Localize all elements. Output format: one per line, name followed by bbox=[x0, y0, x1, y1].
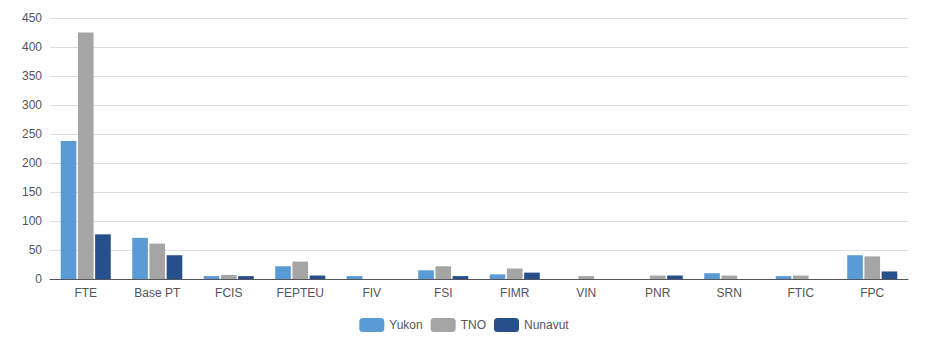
svg-text:450: 450 bbox=[22, 11, 42, 25]
svg-text:TNO: TNO bbox=[461, 318, 486, 332]
svg-text:FPC: FPC bbox=[860, 286, 884, 300]
svg-text:150: 150 bbox=[22, 185, 42, 199]
svg-text:Base PT: Base PT bbox=[134, 286, 181, 300]
svg-text:100: 100 bbox=[22, 214, 42, 228]
svg-text:FCIS: FCIS bbox=[215, 286, 242, 300]
svg-text:PNR: PNR bbox=[645, 286, 671, 300]
svg-text:FIV: FIV bbox=[362, 286, 381, 300]
svg-text:300: 300 bbox=[22, 98, 42, 112]
svg-text:0: 0 bbox=[35, 272, 42, 286]
svg-text:Nunavut: Nunavut bbox=[524, 318, 569, 332]
svg-text:400: 400 bbox=[22, 40, 42, 54]
svg-text:Yukon: Yukon bbox=[389, 318, 422, 332]
svg-text:FTIC: FTIC bbox=[787, 286, 814, 300]
svg-text:250: 250 bbox=[22, 127, 42, 141]
svg-text:SRN: SRN bbox=[717, 286, 742, 300]
svg-text:FTE: FTE bbox=[74, 286, 97, 300]
svg-text:VIN: VIN bbox=[576, 286, 596, 300]
svg-text:FIMR: FIMR bbox=[500, 286, 530, 300]
svg-text:50: 50 bbox=[29, 243, 43, 257]
svg-text:FEPTEU: FEPTEU bbox=[277, 286, 324, 300]
svg-text:200: 200 bbox=[22, 156, 42, 170]
svg-text:350: 350 bbox=[22, 69, 42, 83]
svg-text:FSI: FSI bbox=[434, 286, 453, 300]
